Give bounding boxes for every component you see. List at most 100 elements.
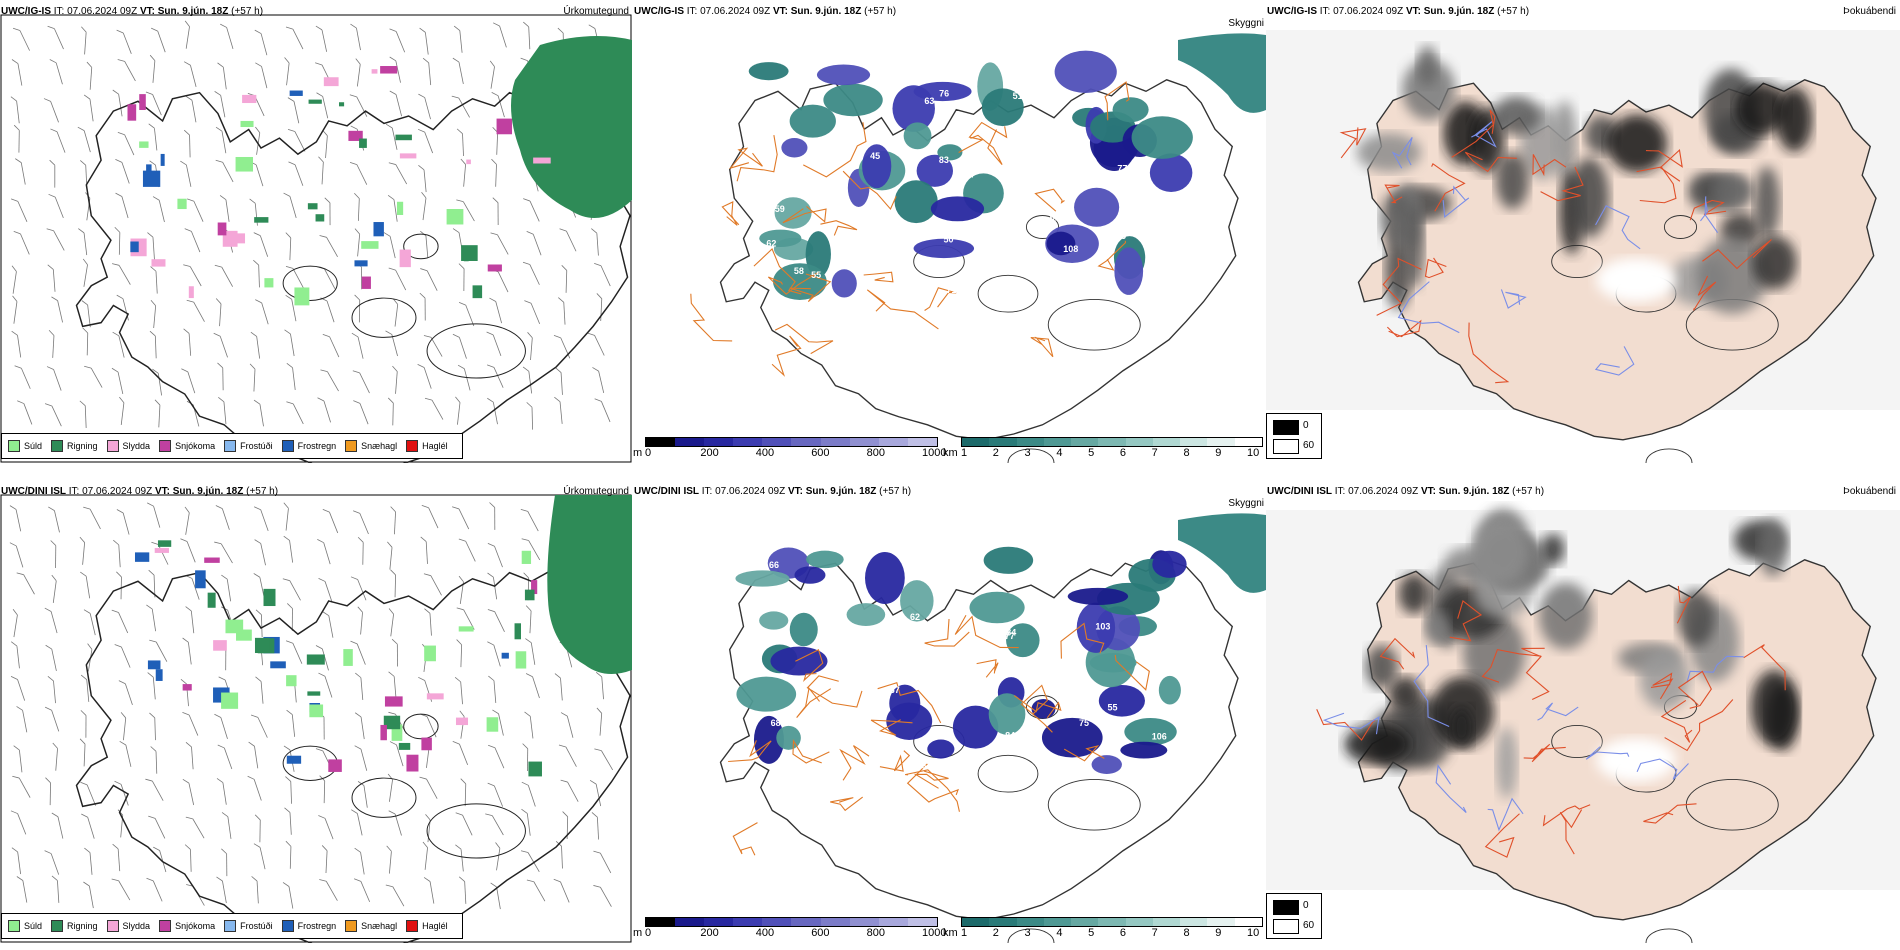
wind-barb (326, 237, 338, 257)
precip-cell (533, 157, 551, 164)
road (753, 248, 802, 295)
visibility-cell (1046, 231, 1076, 256)
wind-barb-flag (152, 368, 159, 374)
fog-cell (1471, 519, 1529, 585)
legend-label: Frostregn (297, 441, 337, 451)
precip-areas (127, 36, 632, 306)
river (1413, 644, 1450, 728)
wind-barb (395, 60, 401, 83)
legend-item: Haglél (406, 440, 448, 452)
wind-barb (395, 164, 408, 185)
visibility-cell (1114, 247, 1144, 295)
wind-barb-flag (248, 741, 255, 747)
wind-barb (463, 609, 475, 630)
wind-barb (529, 200, 540, 222)
wind-barb-flag (489, 60, 495, 67)
wind-barb-flag (181, 368, 189, 373)
wind-barb-flag (47, 25, 55, 30)
wind-barb (56, 131, 66, 153)
wind-barb-flag (114, 644, 122, 648)
wind-barb-flag (87, 643, 93, 650)
visibility-value-label: 106 (1152, 732, 1167, 742)
wind-barb-flag (50, 128, 58, 133)
wind-barb-flag (285, 265, 294, 269)
wind-barb (528, 540, 541, 561)
scale-tick-label: 9 (1215, 447, 1222, 459)
wind-barb (321, 29, 328, 52)
visibility-scale-km: km 1 2 3 4 5 6 7 8 9 10 (943, 917, 1263, 943)
wind-barb (261, 302, 269, 325)
wind-barb-flag (10, 198, 19, 202)
wind-barb (226, 27, 234, 49)
wind-barb-flag (11, 330, 18, 336)
fog-legend-label: 0 (1303, 420, 1309, 431)
wind-barb (290, 333, 295, 357)
wind-barb-flag (255, 609, 262, 615)
visibility-cell (1076, 602, 1116, 653)
wind-barb-flag (16, 876, 24, 881)
wind-barb-flag (488, 675, 495, 681)
visibility-value-label: 79 (962, 227, 972, 237)
road (970, 129, 1003, 165)
legend-swatch (406, 440, 419, 452)
precip-cell (308, 99, 322, 104)
wind-barb-flag (11, 59, 19, 64)
wind-barb (55, 545, 57, 568)
wind-barb (289, 196, 297, 218)
legend-swatch (106, 920, 119, 932)
visibility-scale-km: km 1 2 3 4 5 6 7 8 9 10 (943, 437, 1263, 463)
wind-barb-flag (80, 781, 88, 786)
visibility-value-label: 68 (771, 718, 781, 728)
visibility-cell (759, 229, 802, 248)
wind-barb (494, 507, 496, 530)
wind-barb-flag (44, 607, 52, 612)
wind-barb-flag (148, 123, 155, 129)
road (728, 147, 763, 170)
scale-colorbar (961, 917, 1263, 927)
wind-barb-flag (219, 195, 227, 200)
wind-barb-flag (319, 235, 327, 238)
wind-barb-flag (47, 676, 54, 682)
wind-barb-flag (149, 712, 156, 719)
wind-barb (15, 545, 24, 568)
wind-barb-flag (287, 603, 293, 609)
wind-barb (464, 783, 467, 807)
wind-barb (118, 612, 129, 634)
wind-barb (497, 271, 509, 293)
legend-label: Rigning (67, 441, 98, 451)
legend-label: Snæhagl (361, 921, 398, 931)
road (820, 220, 858, 236)
wind-barb (426, 778, 438, 799)
wind-barb-flag (117, 131, 125, 136)
wind-barb-flag (113, 539, 120, 546)
wind-barb-flag (51, 812, 59, 818)
wind-barb (494, 611, 505, 632)
road (1431, 163, 1466, 212)
wind-barb-flag (385, 330, 393, 335)
wind-barb-flag (390, 569, 396, 576)
legend-swatch (281, 440, 294, 452)
wind-barb-flag (182, 779, 190, 784)
wind-barb-flag (487, 572, 494, 578)
wind-barb (219, 336, 228, 358)
wind-barb (325, 850, 328, 874)
wind-barb-flag (592, 367, 599, 372)
glacier-outline (1645, 928, 1693, 943)
wind-barb (321, 162, 324, 185)
visibility-value-label: 132 (916, 760, 931, 770)
visibility-cell (969, 591, 1025, 624)
coastline (719, 79, 1239, 441)
wind-barb (465, 305, 475, 327)
wind-barb-flag (353, 878, 362, 882)
scale-color-step (675, 918, 705, 926)
wind-barb-flag (253, 259, 259, 266)
wind-barb-flag (527, 332, 533, 338)
glacier-outline (403, 713, 439, 740)
wind-barb (290, 781, 292, 804)
scale-colorbar (961, 437, 1263, 447)
precip-cell (514, 623, 522, 640)
scale-color-step (762, 438, 792, 446)
wind-barb-flag (350, 125, 358, 130)
precip-cell (240, 120, 254, 128)
road (1424, 257, 1447, 279)
